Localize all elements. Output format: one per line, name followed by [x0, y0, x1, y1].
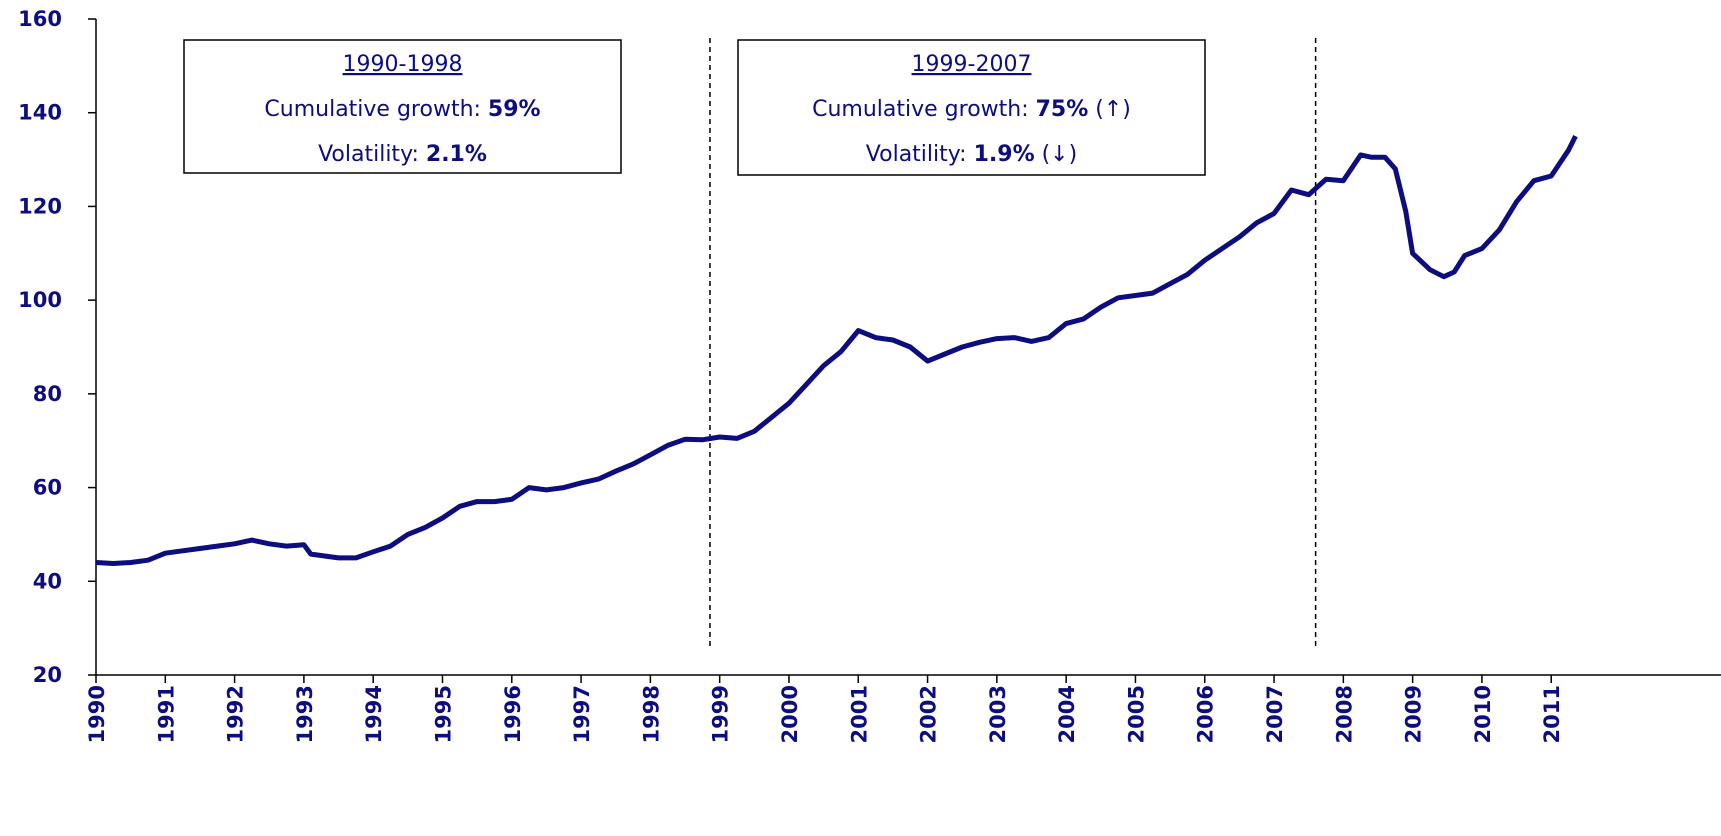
x-tick-label: 1994	[362, 685, 386, 743]
annotation-suffix: (↑)	[1088, 97, 1131, 122]
annotation-line: Cumulative growth: 75% (↑)	[812, 97, 1131, 122]
x-tick-label: 2008	[1332, 685, 1356, 743]
annotation-line: Volatility: 2.1%	[318, 142, 487, 167]
y-tick-label: 120	[18, 194, 62, 218]
x-tick-label: 1990	[85, 685, 109, 743]
annotation-label: Cumulative growth:	[264, 97, 488, 122]
annotation-title: 1999-2007	[912, 52, 1032, 77]
x-tick-label: 2006	[1194, 685, 1218, 743]
annotation-value: 1.9%	[974, 142, 1035, 167]
x-tick-label: 1992	[224, 685, 248, 743]
x-tick-label: 2003	[986, 685, 1010, 743]
x-tick-label: 1991	[154, 685, 178, 743]
y-tick-label: 140	[18, 101, 62, 125]
annotation-value: 59%	[488, 97, 541, 122]
x-tick-label: 2001	[847, 685, 871, 743]
annotation-title: 1990-1998	[343, 52, 463, 77]
annotation-suffix: (↓)	[1035, 142, 1078, 167]
annotation-value: 75%	[1036, 97, 1089, 122]
x-tick-label: 1998	[639, 685, 663, 743]
x-tick-label: 1996	[501, 685, 525, 743]
annotation-line: Volatility: 1.9% (↓)	[866, 142, 1077, 167]
y-tick-label: 60	[33, 476, 62, 500]
y-tick-label: 20	[33, 663, 62, 687]
x-tick-label: 2010	[1471, 685, 1495, 743]
x-tick-label: 1995	[431, 685, 455, 743]
data-line	[95, 134, 1578, 566]
x-tick-label: 2004	[1055, 685, 1079, 743]
x-tick-label: 2002	[917, 685, 941, 743]
annotation-box	[737, 39, 1206, 176]
x-tick-label: 2007	[1263, 685, 1287, 743]
annotation-box	[183, 39, 622, 174]
annotation-value: 2.1%	[426, 142, 487, 167]
y-tick-label: 160	[18, 7, 62, 31]
annotation-line: Cumulative growth: 59%	[264, 97, 540, 122]
y-tick-label: 80	[33, 382, 62, 406]
x-tick-label: 2011	[1540, 685, 1564, 743]
x-tick-label: 1993	[293, 685, 317, 743]
y-tick-label: 40	[33, 569, 62, 593]
annotation-label: Volatility:	[866, 142, 974, 167]
y-tick-label: 100	[18, 288, 62, 312]
annotation-label: Cumulative growth:	[812, 97, 1036, 122]
x-tick-label: 1997	[570, 685, 594, 743]
x-tick-label: 2009	[1402, 685, 1426, 743]
x-tick-label: 2000	[778, 685, 802, 743]
annotation-label: Volatility:	[318, 142, 426, 167]
x-tick-label: 2005	[1124, 685, 1148, 743]
x-tick-label: 1999	[709, 685, 733, 743]
